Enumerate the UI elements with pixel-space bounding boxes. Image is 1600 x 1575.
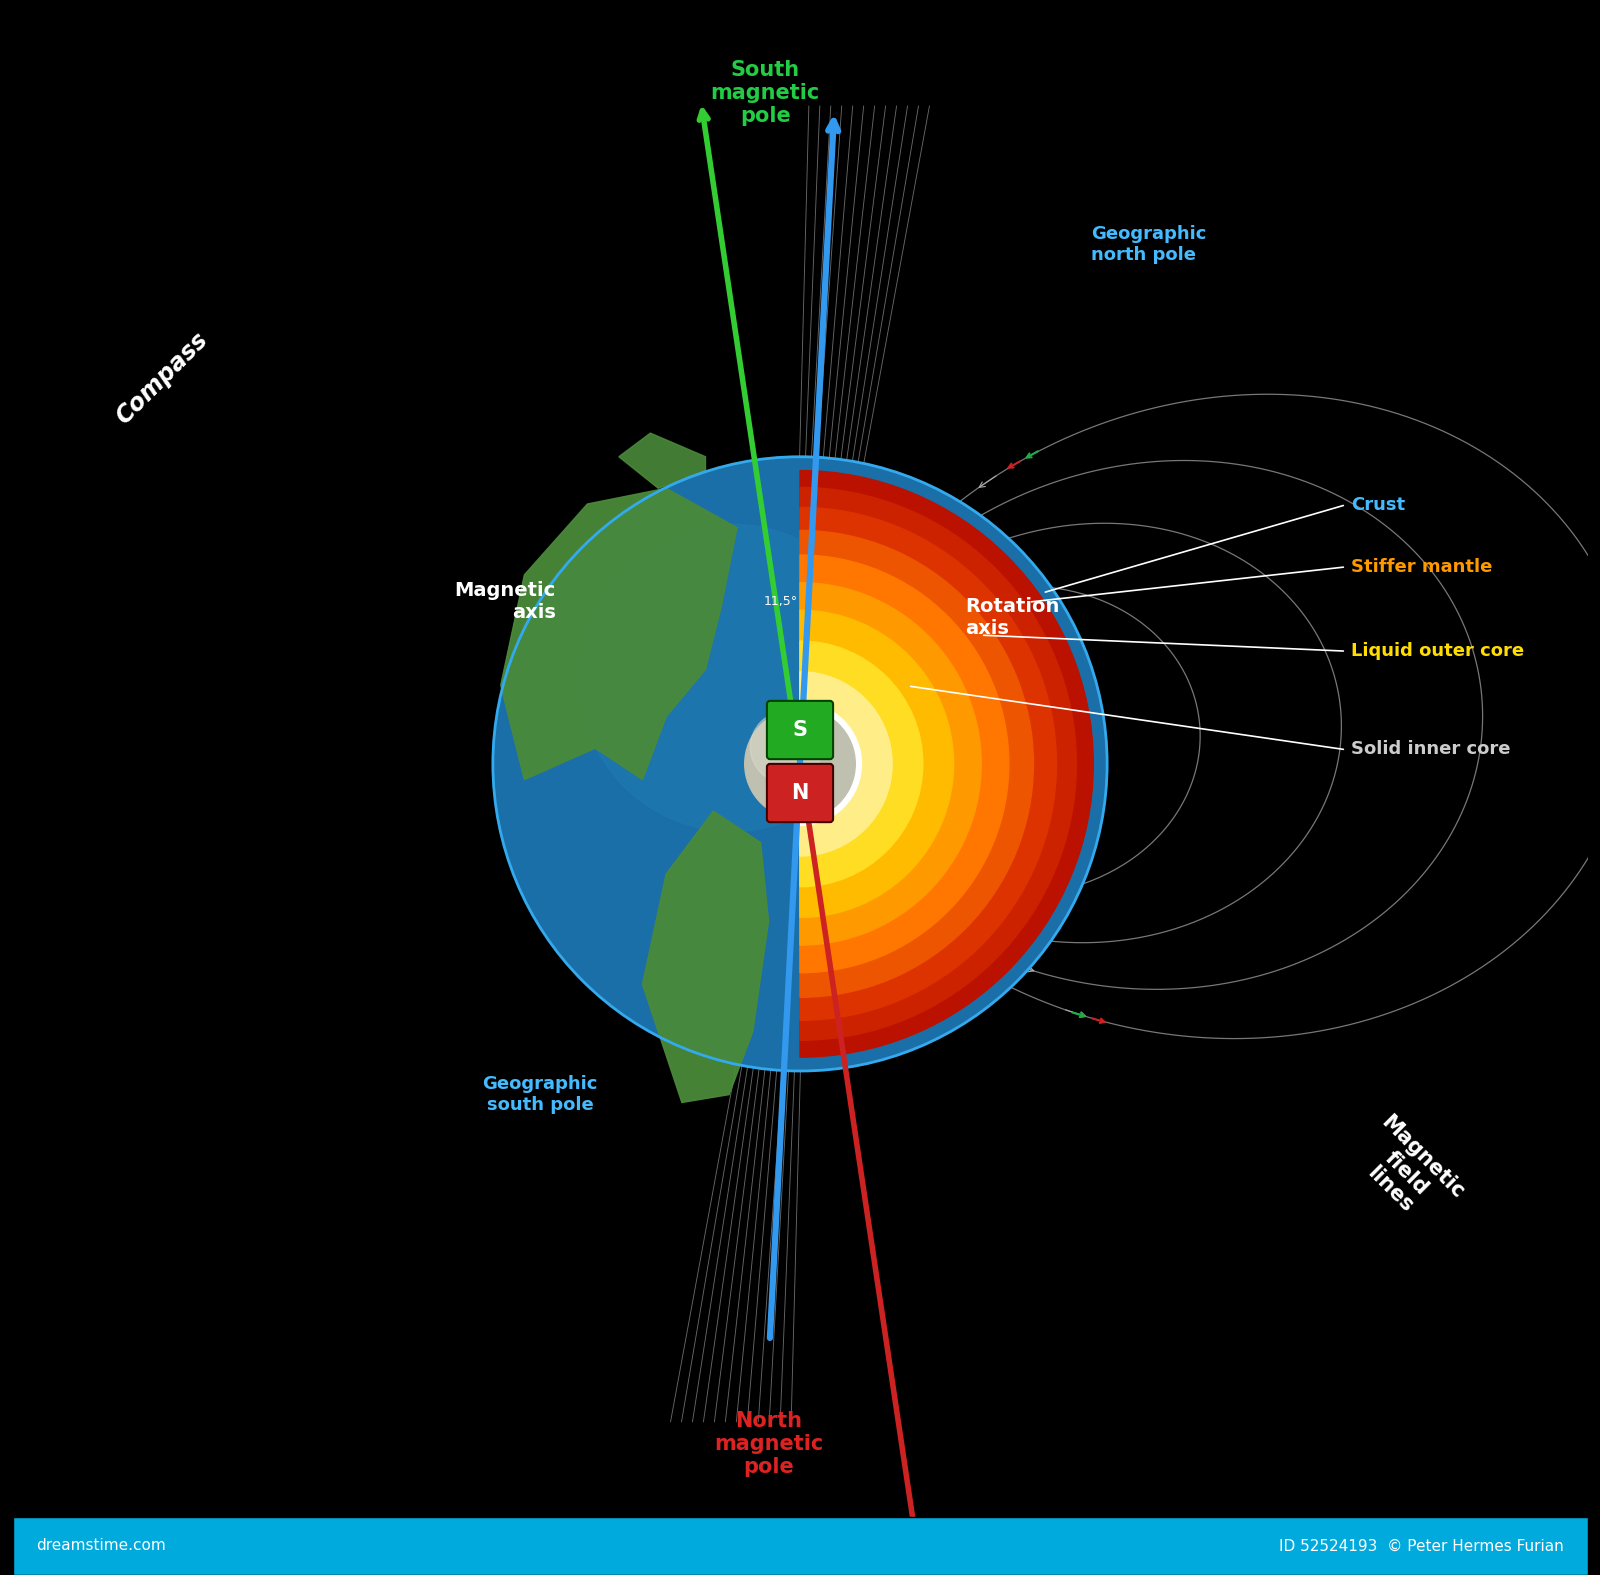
Text: Magnetic
axis: Magnetic axis xyxy=(454,581,555,622)
FancyBboxPatch shape xyxy=(766,764,834,822)
Text: South
magnetic
pole: South magnetic pole xyxy=(710,60,819,126)
Text: Compass: Compass xyxy=(112,328,213,428)
FancyBboxPatch shape xyxy=(766,701,834,759)
Text: Liquid outer core: Liquid outer core xyxy=(1352,643,1525,660)
Text: Crust: Crust xyxy=(1352,496,1405,515)
Text: dreamstime.com: dreamstime.com xyxy=(37,1539,166,1553)
Circle shape xyxy=(579,524,886,832)
Text: N: N xyxy=(792,783,808,803)
Wedge shape xyxy=(800,471,1093,1057)
Polygon shape xyxy=(643,811,768,1102)
Wedge shape xyxy=(800,641,923,887)
Wedge shape xyxy=(800,610,954,917)
Text: Geographic
south pole: Geographic south pole xyxy=(483,1076,598,1114)
Text: Magnetic
field
lines: Magnetic field lines xyxy=(1344,1112,1469,1235)
Wedge shape xyxy=(800,554,1010,973)
Wedge shape xyxy=(800,671,893,857)
FancyBboxPatch shape xyxy=(13,1517,1587,1575)
Polygon shape xyxy=(501,488,738,780)
Text: 11,5°: 11,5° xyxy=(765,595,798,608)
Wedge shape xyxy=(800,531,1034,997)
Wedge shape xyxy=(800,702,861,825)
Circle shape xyxy=(493,457,1107,1071)
Text: Geographic
north pole: Geographic north pole xyxy=(1091,225,1206,263)
Wedge shape xyxy=(800,488,1077,1040)
Text: S: S xyxy=(792,720,808,740)
Wedge shape xyxy=(800,507,1056,1021)
Circle shape xyxy=(744,709,856,819)
Text: North
magnetic
pole: North magnetic pole xyxy=(714,1411,822,1477)
Text: Stiffer mantle: Stiffer mantle xyxy=(1352,558,1493,576)
Wedge shape xyxy=(800,457,1107,1071)
Polygon shape xyxy=(619,433,706,488)
Wedge shape xyxy=(800,583,981,945)
Text: Solid inner core: Solid inner core xyxy=(1352,740,1510,759)
Text: ID 52524193  © Peter Hermes Furian: ID 52524193 © Peter Hermes Furian xyxy=(1278,1539,1563,1553)
Circle shape xyxy=(750,712,822,783)
Text: Rotation
axis: Rotation axis xyxy=(965,597,1059,638)
